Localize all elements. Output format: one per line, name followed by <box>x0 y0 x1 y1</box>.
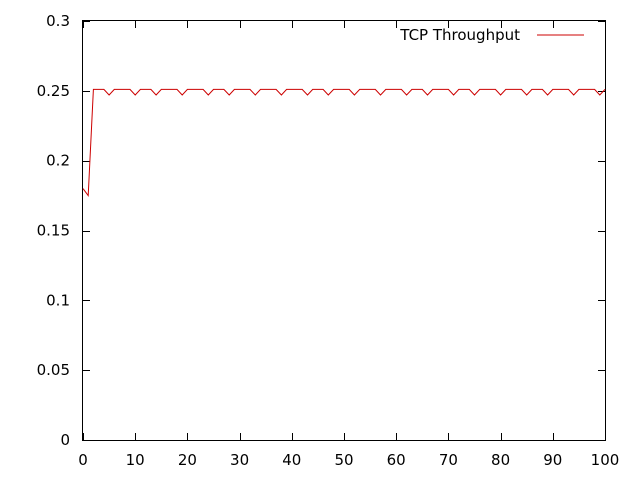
x-tick-label: 30 <box>230 451 249 469</box>
y-tick-label: 0 <box>60 431 70 449</box>
y-tick-label: 0.15 <box>37 222 70 240</box>
x-tick-label: 0 <box>78 451 88 469</box>
axis-tick-labels: 0 10 20 30 40 50 60 70 80 90 100 0 0.05 0.1 0.15 0.2 0.2… <box>37 12 620 469</box>
y-tick-label: 0.1 <box>46 291 70 309</box>
series-layer <box>82 88 606 198</box>
x-tick-label: 80 <box>491 451 510 469</box>
y-tick-label: 0.3 <box>46 12 70 30</box>
x-tick-label: 60 <box>387 451 406 469</box>
axis-ticks <box>83 21 606 441</box>
y-tick-label: 0.25 <box>37 82 70 100</box>
series-line-tcp-throughput <box>82 88 606 198</box>
plot-frame <box>82 20 606 441</box>
x-tick-label: 10 <box>126 451 145 469</box>
legend-label-tcp-throughput: TCP Throughput <box>399 26 520 44</box>
x-tick-label: 20 <box>178 451 197 469</box>
y-tick-label: 0.2 <box>46 152 70 170</box>
x-tick-label: 70 <box>439 451 458 469</box>
x-tick-label: 100 <box>591 451 620 469</box>
x-tick-label: 40 <box>282 451 301 469</box>
x-tick-label: 90 <box>543 451 562 469</box>
legend: TCP Throughput <box>399 26 584 44</box>
x-tick-label: 50 <box>334 451 353 469</box>
y-tick-label: 0.05 <box>37 361 70 379</box>
